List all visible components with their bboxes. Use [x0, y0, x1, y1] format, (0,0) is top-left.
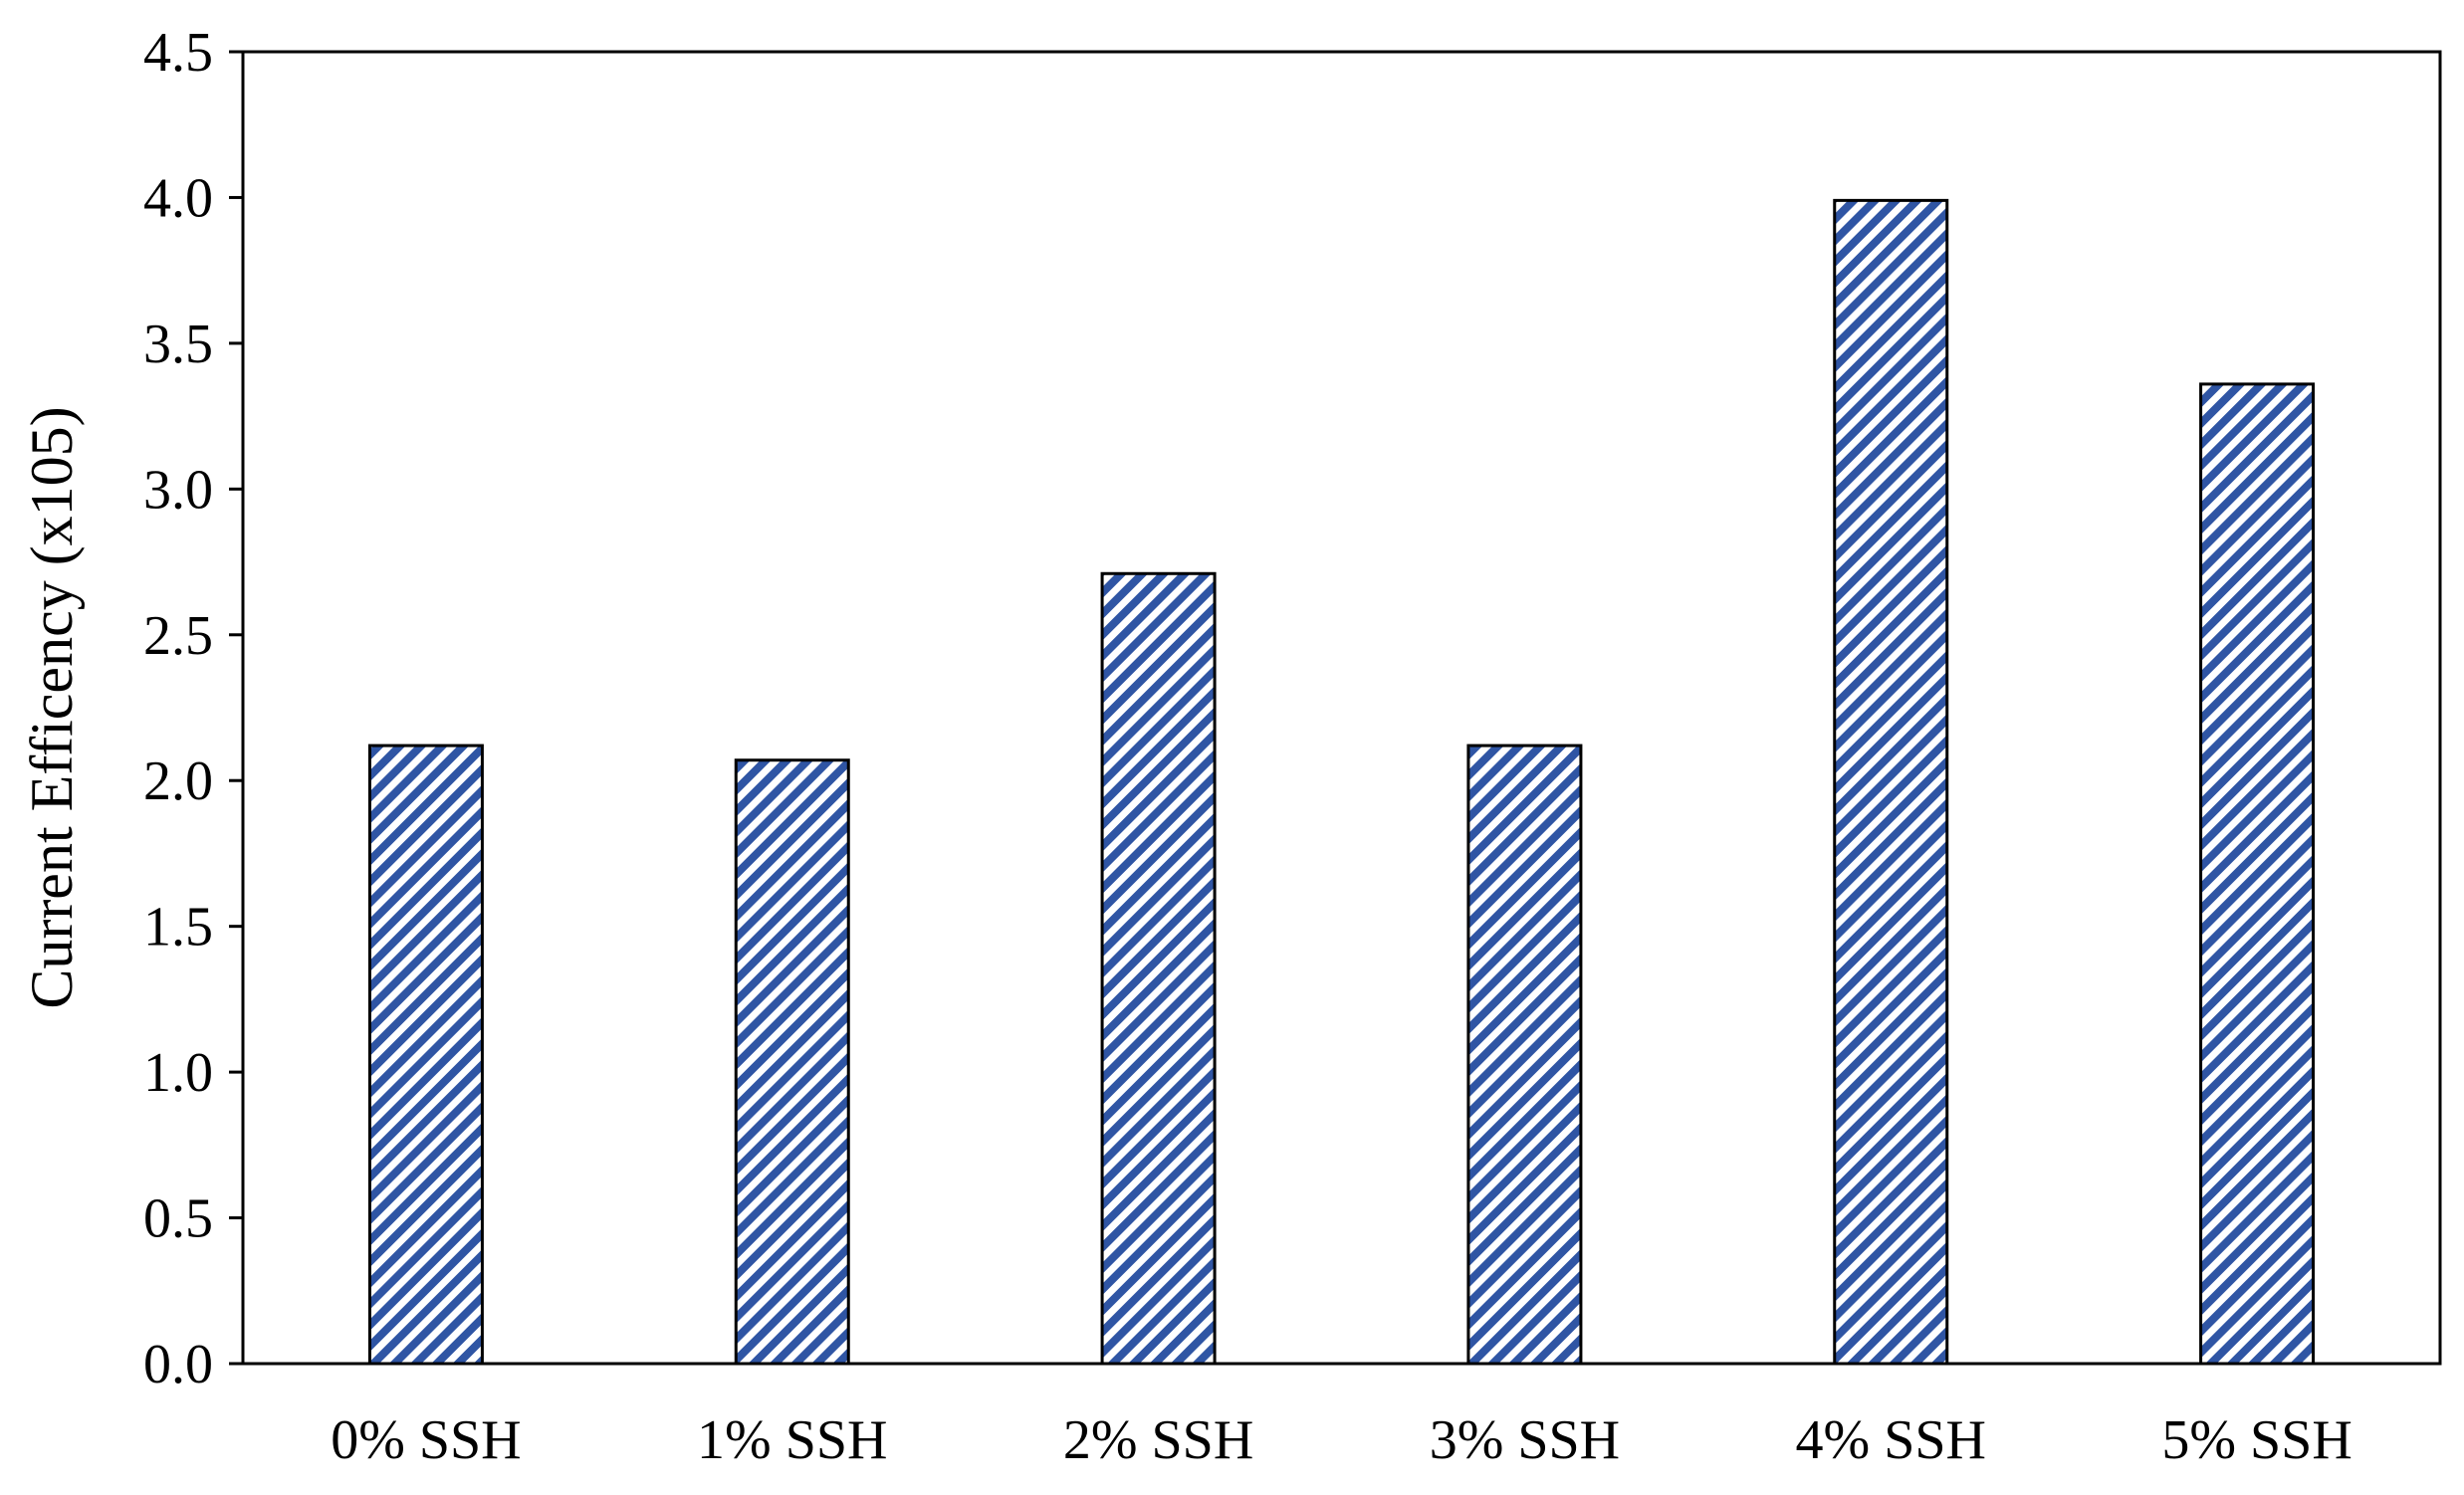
y-tick-label: 2.0 [143, 750, 213, 812]
y-tick-label: 4.5 [143, 22, 213, 84]
y-tick-label: 3.5 [143, 314, 213, 375]
x-tick-label: 1% SSH [697, 1409, 887, 1471]
y-axis-ticks: 0.0 0.5 1.0 1.5 2.0 2.5 3.0 3.5 4.0 4.5 [143, 22, 243, 1395]
x-tick-label: 3% SSH [1430, 1409, 1620, 1471]
x-tick-label: 4% SSH [1796, 1409, 1986, 1471]
bar-4-ssh [1833, 198, 1949, 1366]
x-axis-labels: 0% SSH 1% SSH 2% SSH 3% SSH 4% SSH 5% SSH [331, 1409, 2352, 1471]
y-tick-label: 1.0 [143, 1042, 213, 1104]
bar-5-ssh [2199, 382, 2316, 1366]
y-tick-label: 3.0 [143, 459, 213, 521]
y-tick-label: 1.5 [143, 897, 213, 959]
bar-2-ssh [1100, 571, 1217, 1366]
bar-0-ssh [367, 744, 484, 1366]
bar-3-ssh [1466, 744, 1583, 1366]
x-tick-label: 5% SSH [2161, 1409, 2352, 1471]
bars [367, 198, 2316, 1366]
x-tick-label: 2% SSH [1063, 1409, 1253, 1471]
plot-frame [241, 50, 2442, 1366]
x-tick-label: 0% SSH [331, 1409, 521, 1471]
y-tick-label: 2.5 [143, 605, 213, 667]
y-tick-label: 0.0 [143, 1334, 213, 1395]
bar-1-ssh [734, 758, 850, 1366]
y-tick-label: 4.0 [143, 167, 213, 229]
plot-area [241, 50, 2442, 1366]
y-tick-label: 0.5 [143, 1188, 213, 1250]
y-axis-title: Current Efficency (x105) [19, 406, 85, 1008]
